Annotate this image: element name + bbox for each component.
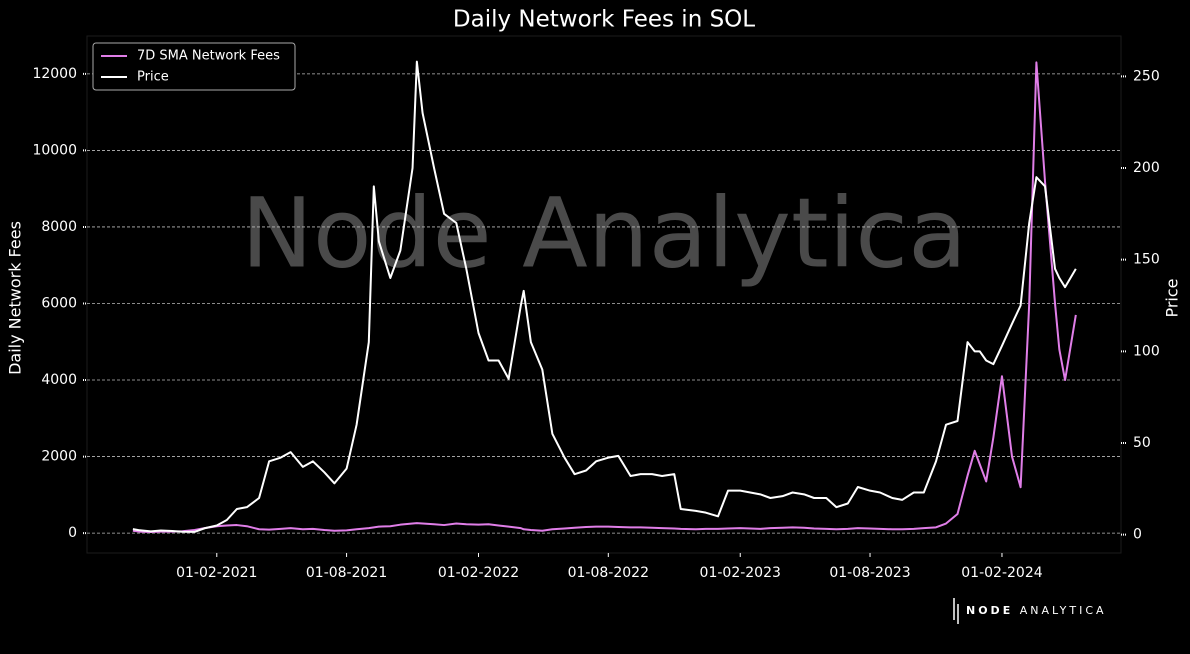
y-tick-label: 0 — [68, 525, 77, 541]
x-tick-label: 01-08-2023 — [829, 565, 910, 581]
y2-tick-label: 250 — [1133, 68, 1160, 84]
y2-tick-label: 200 — [1133, 160, 1160, 176]
watermark: Node Analytica — [241, 177, 967, 289]
legend-label: Price — [137, 70, 169, 85]
y2-axis-label: Price — [1163, 278, 1182, 317]
logo-word: ANALYTICA — [1020, 604, 1107, 617]
y-tick-label: 4000 — [41, 372, 77, 388]
y-tick-label: 2000 — [41, 449, 77, 465]
y-axis-label: Daily Network Fees — [6, 221, 25, 375]
x-tick-label: 01-02-2021 — [176, 565, 257, 581]
legend: 7D SMA Network Fees Price — [92, 42, 296, 91]
x-tick-label: 01-08-2022 — [568, 565, 649, 581]
series-line — [132, 60, 1077, 533]
y-tick-label: 12000 — [32, 66, 77, 82]
x-tick-label: 01-02-2024 — [961, 565, 1042, 581]
logo-text: NODE ANALYTICA — [966, 604, 1107, 617]
y2-tick-label: 100 — [1133, 343, 1160, 359]
legend-box — [92, 42, 296, 91]
series-line — [132, 61, 1077, 533]
x-tick-label: 01-02-2023 — [700, 565, 781, 581]
x-tick-label: 01-08-2021 — [306, 565, 387, 581]
plot-frame — [86, 35, 1122, 554]
y-tick-label: 8000 — [41, 219, 77, 235]
chart-title: Daily Network Fees in SOL — [453, 7, 755, 33]
y2-tick-label: 150 — [1133, 252, 1160, 268]
y-tick-label: 6000 — [41, 295, 77, 311]
logo: NODE ANALYTICA — [953, 598, 1107, 624]
y-tick-label: 10000 — [32, 142, 77, 158]
y2-tick-label: 50 — [1133, 435, 1151, 451]
x-tick-label: 01-02-2022 — [438, 565, 519, 581]
logo-word: NODE — [966, 604, 1013, 617]
y2-tick-label: 0 — [1133, 527, 1142, 543]
legend-label: 7D SMA Network Fees — [137, 49, 280, 64]
